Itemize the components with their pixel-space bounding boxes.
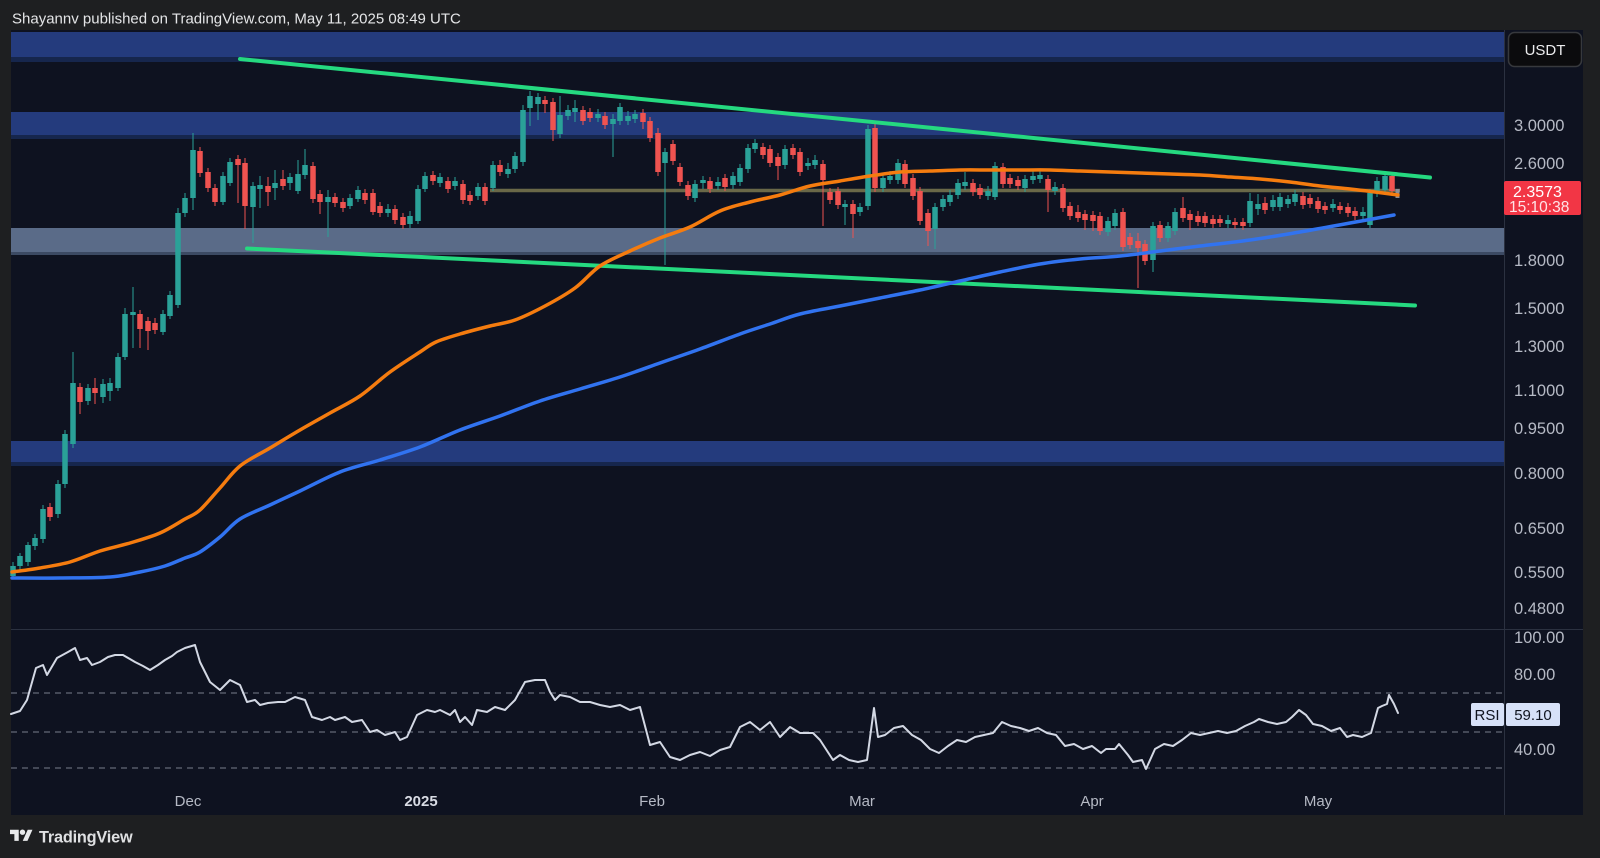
svg-text:Dec: Dec xyxy=(175,793,202,810)
svg-text:2.3573: 2.3573 xyxy=(1513,184,1562,201)
svg-text:2025: 2025 xyxy=(404,793,437,810)
svg-text:Mar: Mar xyxy=(849,793,875,810)
svg-text:TradingView: TradingView xyxy=(39,829,133,847)
svg-text:Shayannv published on TradingV: Shayannv published on TradingView.com, M… xyxy=(12,11,461,28)
svg-text:Feb: Feb xyxy=(639,793,665,810)
svg-text:1.8000: 1.8000 xyxy=(1514,252,1564,270)
svg-text:80.00: 80.00 xyxy=(1514,666,1555,684)
svg-text:15:10:38: 15:10:38 xyxy=(1509,199,1569,216)
svg-text:Apr: Apr xyxy=(1080,793,1103,810)
svg-text:May: May xyxy=(1304,793,1333,810)
svg-text:100.00: 100.00 xyxy=(1514,629,1564,647)
svg-text:40.00: 40.00 xyxy=(1514,741,1555,759)
svg-text:2.6000: 2.6000 xyxy=(1514,155,1564,173)
svg-text:1.1000: 1.1000 xyxy=(1514,382,1564,400)
svg-text:1.5000: 1.5000 xyxy=(1514,300,1564,318)
svg-text:0.8000: 0.8000 xyxy=(1514,465,1564,483)
svg-text:59.10: 59.10 xyxy=(1514,707,1552,724)
svg-text:0.5500: 0.5500 xyxy=(1514,564,1564,582)
svg-text:0.4800: 0.4800 xyxy=(1514,600,1564,618)
svg-text:RSI: RSI xyxy=(1474,707,1499,724)
svg-text:0.6500: 0.6500 xyxy=(1514,520,1564,538)
svg-text:0.9500: 0.9500 xyxy=(1514,420,1564,438)
svg-text:3.0000: 3.0000 xyxy=(1514,117,1564,135)
svg-text:1.3000: 1.3000 xyxy=(1514,338,1564,356)
svg-text:USDT: USDT xyxy=(1525,42,1566,59)
